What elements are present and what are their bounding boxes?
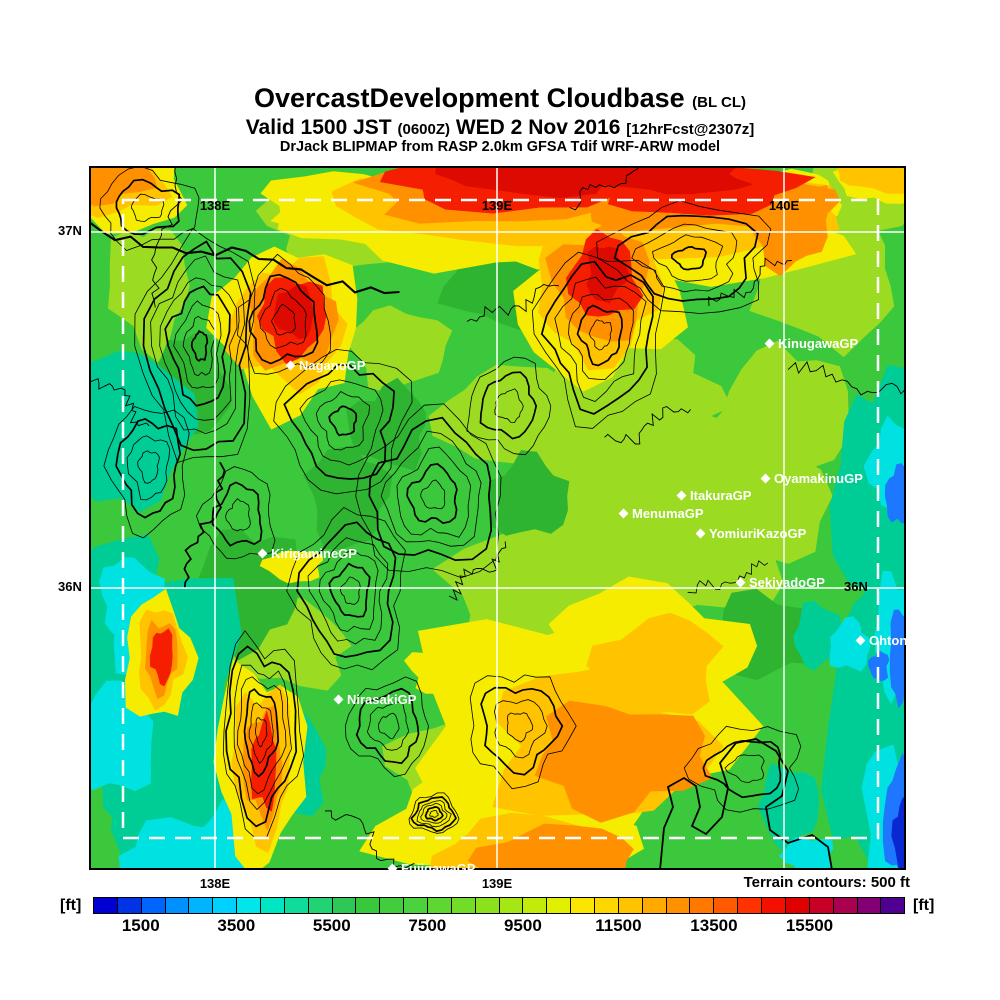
colorbar-cell xyxy=(498,897,524,914)
site-label: KirigamineGP xyxy=(271,546,357,561)
graticule-label: 139E xyxy=(481,198,513,213)
site-marker xyxy=(285,360,296,371)
colorbar-cell xyxy=(832,897,858,914)
colorbar-cell xyxy=(307,897,333,914)
site-marker xyxy=(333,694,344,705)
title-main: OvercastDevelopment Cloudbase xyxy=(253,83,685,113)
colorbar-tick-label: 9500 xyxy=(503,916,542,935)
colorbar-tick-label: 1500 xyxy=(121,916,160,935)
colorbar-tick-label: 15500 xyxy=(785,916,834,935)
colorbar-cell xyxy=(355,897,381,914)
site-label: MenumaGP xyxy=(632,506,704,521)
site-layer: NaganoGP KinugawaGP OyamakinuGP ItakuraGP Me… xyxy=(89,166,906,870)
site-marker xyxy=(387,863,398,870)
site-marker xyxy=(695,528,706,539)
graticule-label: 140E xyxy=(768,198,800,213)
colorbar-cell xyxy=(93,897,118,914)
valid-time-utc: (0600Z) xyxy=(397,120,451,138)
colorbar-cell xyxy=(784,897,810,914)
colorbar-cell xyxy=(140,897,166,914)
title-suffix: (BL CL) xyxy=(692,94,747,111)
site-label: SekiyadoGP xyxy=(749,575,825,590)
graticule-label: 138E xyxy=(199,198,231,213)
colorbar-cell xyxy=(474,897,500,914)
site-label: NirasakiGP xyxy=(347,692,417,707)
colorbar-cell xyxy=(212,897,238,914)
graticule-label: 36N xyxy=(58,579,82,594)
forecast-map: NaganoGP KinugawaGP OyamakinuGP ItakuraGP Me… xyxy=(89,166,906,870)
colorbar-tick-label: 13500 xyxy=(690,916,738,935)
colorbar-cell xyxy=(546,897,572,914)
graticule-label: 138E xyxy=(199,876,231,891)
colorbar-tick-label: 3500 xyxy=(217,916,256,935)
colorbar-cell xyxy=(331,897,357,914)
colorbar-cell xyxy=(403,897,429,914)
colorbar-cell xyxy=(570,897,596,914)
colorbar xyxy=(93,897,906,914)
colorbar-tick-label: 7500 xyxy=(408,916,447,935)
colorbar-unit-right: [ft] xyxy=(913,897,935,914)
colorbar-cell xyxy=(713,897,739,914)
colorbar-cell xyxy=(164,897,190,914)
colorbar-cell xyxy=(283,897,309,914)
site-marker xyxy=(735,577,746,588)
colorbar-tick-label: 5500 xyxy=(312,916,351,935)
graticule-label: 36N xyxy=(844,579,868,594)
colorbar-cell xyxy=(594,897,619,914)
site-label: YomiuriKazoGP xyxy=(709,526,807,541)
colorbar-cell xyxy=(856,897,882,914)
site-label: KinugawaGP xyxy=(778,336,859,351)
colorbar-cell xyxy=(260,897,285,914)
colorbar-cell xyxy=(665,897,691,914)
colorbar-cell xyxy=(689,897,715,914)
colorbar-cell xyxy=(427,897,452,914)
colorbar-cell xyxy=(761,897,786,914)
colorbar-cell xyxy=(880,897,906,914)
site-marker xyxy=(760,473,771,484)
model-line: DrJack BLIPMAP from RASP 2.0km GFSA Tdif… xyxy=(279,138,721,155)
site-label: NaganoGP xyxy=(299,358,366,373)
colorbar-cell xyxy=(450,897,476,914)
title-block: OvercastDevelopment Cloudbase (BL CL) Va… xyxy=(0,83,1000,156)
colorbar-cell xyxy=(808,897,834,914)
site-marker xyxy=(257,548,268,559)
forecast-run: [12hrFcst@2307z] xyxy=(626,120,755,138)
colorbar-cell xyxy=(188,897,214,914)
colorbar-cell xyxy=(379,897,405,914)
colorbar-cell xyxy=(116,897,142,914)
colorbar-cell xyxy=(737,897,763,914)
valid-time: Valid 1500 JST xyxy=(245,115,392,139)
site-label: OhtoneGP xyxy=(869,633,906,648)
site-marker xyxy=(618,508,629,519)
valid-time-line: Valid 1500 JST (0600Z) WED 2 Nov 2016 [1… xyxy=(0,116,1000,139)
graticule-label: 139E xyxy=(481,876,513,891)
colorbar-cell xyxy=(641,897,667,914)
site-marker xyxy=(764,338,775,349)
valid-date: WED 2 Nov 2016 xyxy=(455,115,621,139)
terrain-colormap xyxy=(89,166,906,870)
site-label: FujigawaGP xyxy=(401,861,476,870)
page-title: OvercastDevelopment Cloudbase (BL CL) xyxy=(0,83,1000,114)
site-label: ItakuraGP xyxy=(690,488,752,503)
site-marker xyxy=(676,490,687,501)
graticule-label: 37N xyxy=(58,223,82,238)
colorbar-cell xyxy=(236,897,262,914)
colorbar-cell xyxy=(617,897,643,914)
colorbar-cell xyxy=(522,897,548,914)
site-marker xyxy=(855,635,866,646)
colorbar-unit-left: [ft] xyxy=(60,897,82,914)
site-label: OyamakinuGP xyxy=(774,471,863,486)
colorbar-tick-label: 11500 xyxy=(595,916,642,935)
terrain-contours-note: Terrain contours: 500 ft xyxy=(743,874,910,891)
